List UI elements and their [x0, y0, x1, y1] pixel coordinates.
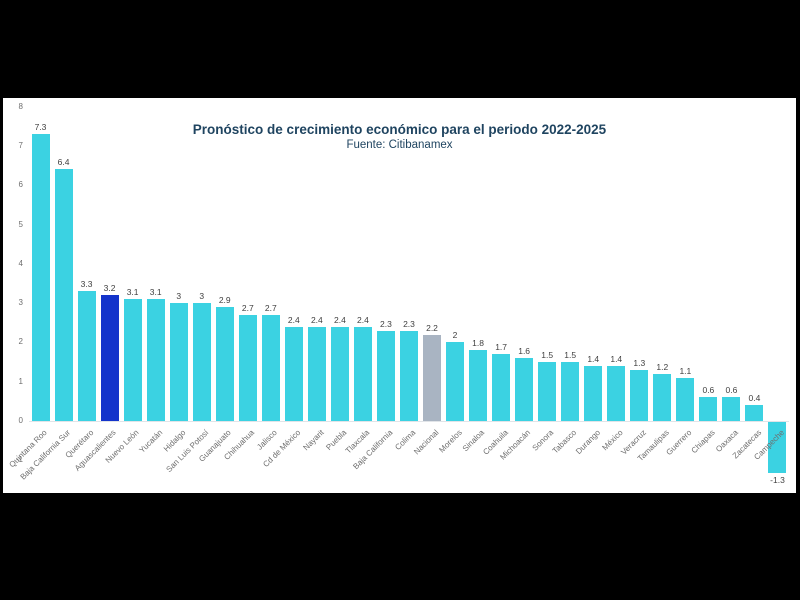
y-tick-label: 1	[18, 376, 23, 386]
chart-subtitle: Fuente: Citibanamex	[346, 139, 453, 151]
category-label: Nayarit	[300, 428, 326, 453]
y-tick-label: 0	[18, 416, 23, 425]
category-label: Durango	[573, 428, 602, 457]
bar-value-label: 1.3	[633, 357, 646, 368]
bar-value-label: 1.8	[472, 338, 484, 349]
bar-value-label: 1.6	[518, 346, 531, 357]
bar-value-label: 1.5	[564, 350, 577, 361]
bar-baja-california-sur	[54, 169, 73, 421]
y-tick-label: 8	[18, 101, 23, 111]
bar-value-label: 2.3	[403, 318, 415, 329]
bar-value-label: 2.3	[380, 318, 392, 329]
y-tick-label: 3	[18, 298, 23, 308]
bar-jalisco	[261, 314, 280, 421]
bar-value-label: 2.4	[333, 314, 346, 325]
bar-value-label: 3.1	[126, 287, 139, 298]
bar-value-label: 2.7	[264, 302, 277, 313]
bar-value-label: 1.1	[679, 365, 692, 376]
bar-tamaulipas	[653, 373, 672, 421]
y-tick-label: 4	[18, 258, 23, 268]
chart-title: Pronóstico de crecimiento económico para…	[192, 122, 607, 137]
bar-value-label: -1.3	[770, 475, 785, 486]
category-label: Tabasco	[551, 428, 579, 456]
bar-nacional	[423, 334, 442, 421]
bar-value-label: 2.9	[218, 295, 231, 306]
bar-zacatecas	[745, 405, 764, 421]
bar-yucatán	[146, 299, 165, 421]
bar-sonora	[538, 362, 557, 421]
bar-value-label: 2.4	[357, 314, 369, 325]
bar-value-label: 3.2	[103, 283, 116, 294]
chart-canvas: Pronóstico de crecimiento económico para…	[3, 98, 796, 493]
bar-value-label: 1.4	[587, 353, 600, 364]
bar-guerrero	[676, 377, 695, 421]
bar-aguascalientes	[100, 295, 119, 421]
bar-querétaro	[77, 291, 96, 421]
category-label: Yucatán	[137, 428, 165, 455]
bar-value-label: 2.4	[310, 314, 323, 325]
y-tick-label: 5	[18, 219, 23, 229]
bar-value-label: 7.3	[34, 122, 47, 133]
x-axis-line	[29, 421, 789, 422]
bar-san-luis-potosí	[192, 303, 211, 421]
bar-coahuila	[492, 354, 511, 421]
bar-value-label: 1.5	[541, 350, 554, 361]
bar-baja-california	[376, 330, 395, 421]
bar-méxico	[607, 365, 626, 421]
y-tick-label: -1	[15, 455, 23, 465]
category-label: Morelos	[436, 428, 464, 455]
bar-guanajuato	[215, 307, 234, 421]
plot-area: 7.3 Quintana Roo 6.4 Baja California Sur 3.3…	[8, 98, 789, 493]
bar-value-label: 3	[176, 291, 182, 302]
bar-quintana-roo	[31, 134, 50, 421]
bar-puebla	[330, 326, 349, 421]
bar-value-label: 2.2	[426, 322, 438, 333]
bar-value-label: 3.3	[80, 279, 93, 290]
y-tick-label: 7	[18, 140, 23, 150]
bar-michoacán	[515, 358, 534, 421]
bar-value-label: 1.2	[656, 361, 669, 372]
y-axis: 8 7 6 5 4 3 2 1 0 -1	[3, 98, 23, 493]
bar-chihuahua	[238, 314, 257, 421]
bar-value-label: 0.6	[702, 385, 715, 396]
bar-value-label: 6.4	[57, 157, 70, 168]
bar-nuevo-león	[123, 299, 142, 421]
bar-chiapas	[699, 397, 718, 421]
bar-value-label: 0.6	[725, 385, 738, 396]
bar-colima	[400, 330, 418, 421]
y-tick-label: 2	[18, 337, 23, 347]
bar-veracruz	[630, 369, 649, 421]
bar-value-label: 2	[452, 330, 458, 341]
bar-value-label: 2.4	[287, 314, 300, 325]
bar-value-label: 2.7	[241, 302, 254, 313]
category-label: Chiapas	[689, 428, 717, 456]
bar-tabasco	[561, 362, 580, 421]
bar-morelos	[446, 342, 465, 421]
bar-value-label: 3.1	[149, 287, 162, 298]
bar-value-label: 0.4	[748, 393, 761, 404]
bar-tlaxcala	[353, 326, 372, 421]
bar-sinaloa	[469, 350, 488, 421]
bar-campeche	[768, 422, 787, 474]
bar-oaxaca	[722, 397, 741, 421]
bar-value-label: 1.4	[610, 353, 623, 364]
bar-cd-de-méxico	[284, 326, 303, 421]
bar-value-label: 3	[199, 291, 205, 302]
bar-hidalgo	[169, 303, 188, 421]
bar-durango	[584, 365, 603, 421]
bar-nayarit	[307, 326, 326, 421]
bar-value-label: 1.7	[495, 342, 508, 353]
y-tick-label: 6	[18, 180, 23, 190]
